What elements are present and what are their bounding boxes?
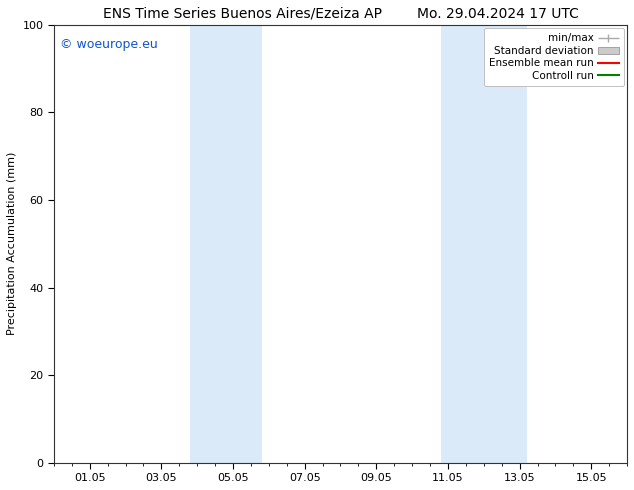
Title: ENS Time Series Buenos Aires/Ezeiza AP        Mo. 29.04.2024 17 UTC: ENS Time Series Buenos Aires/Ezeiza AP M… — [103, 7, 578, 21]
Bar — [441, 25, 527, 463]
Text: © woeurope.eu: © woeurope.eu — [60, 38, 157, 51]
Legend: min/max, Standard deviation, Ensemble mean run, Controll run: min/max, Standard deviation, Ensemble me… — [484, 28, 624, 86]
Y-axis label: Precipitation Accumulation (mm): Precipitation Accumulation (mm) — [7, 152, 17, 336]
Bar — [190, 25, 262, 463]
